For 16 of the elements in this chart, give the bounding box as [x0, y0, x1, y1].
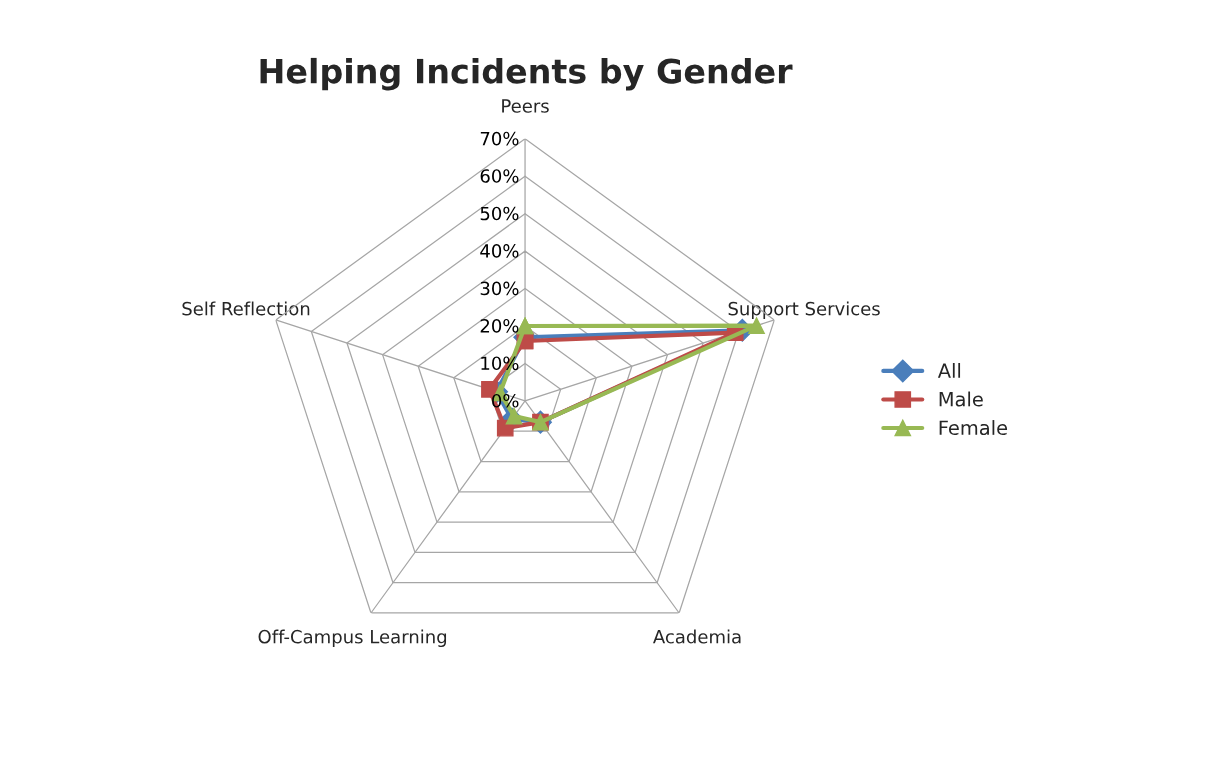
legend-label: Female — [939, 420, 1008, 436]
spoke-label: Off-Campus Learning — [258, 629, 447, 648]
y-tick-label: 0% — [492, 393, 519, 408]
y-tick-label: 20% — [480, 318, 519, 333]
y-tick-label: 70% — [480, 131, 519, 146]
legend-label: Male — [939, 391, 983, 407]
chart-title: Helping Incidents by Gender — [260, 57, 793, 91]
y-tick-label: 40% — [480, 244, 519, 258]
legend-label: All — [937, 362, 961, 378]
spoke-label: Support Services — [728, 301, 880, 319]
y-tick-label: 30% — [480, 281, 519, 296]
spoke-label: Academia — [653, 629, 741, 644]
y-tick-label: 60% — [480, 169, 519, 183]
spoke-label: Peers — [502, 99, 549, 113]
y-tick-label: 50% — [480, 206, 519, 221]
spoke-label: Self Reflection — [182, 301, 310, 316]
